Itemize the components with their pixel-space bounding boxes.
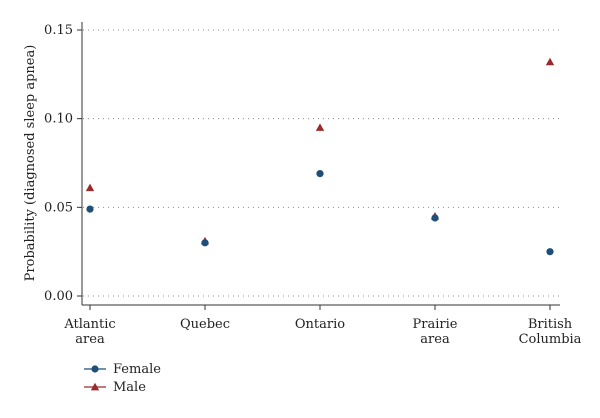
y-axis-title: Probability (diagnosed sleep apnea) xyxy=(23,45,38,282)
point-male-4 xyxy=(545,57,555,66)
grid-lines xyxy=(83,29,560,297)
y-tick-label: 0.00 xyxy=(44,289,73,304)
y-ticks: 0.00 0.05 0.10 0.15 xyxy=(44,23,82,304)
x-tick-label: Quebec xyxy=(180,317,230,332)
legend-item-male: Male xyxy=(84,380,146,395)
y-tick-label: 0.05 xyxy=(44,200,73,215)
x-ticks: Atlantic area Quebec Ontario Prairie area Brit… xyxy=(63,305,582,347)
x-tick-label: British Columbia xyxy=(519,317,582,347)
legend-circle-icon xyxy=(91,365,99,373)
point-male-2 xyxy=(315,123,325,131)
x-tick-label: Ontario xyxy=(295,317,345,332)
legend-triangle-icon xyxy=(90,382,100,391)
point-female-4 xyxy=(546,248,554,256)
legend: Female Male xyxy=(84,362,161,395)
legend-label: Female xyxy=(113,362,161,377)
point-female-0 xyxy=(86,205,94,213)
point-female-1 xyxy=(201,239,209,247)
legend-item-female: Female xyxy=(84,362,161,377)
y-tick-label: 0.10 xyxy=(44,112,73,127)
axes xyxy=(81,22,560,306)
x-tick-label: Atlantic area xyxy=(63,317,115,347)
x-tick-label: Prairie area xyxy=(413,317,458,347)
point-male-0 xyxy=(85,183,95,192)
y-tick-label: 0.15 xyxy=(44,23,73,38)
legend-label: Male xyxy=(113,380,146,395)
point-female-2 xyxy=(316,170,324,178)
data-points xyxy=(85,57,555,256)
point-female-3 xyxy=(431,214,439,222)
